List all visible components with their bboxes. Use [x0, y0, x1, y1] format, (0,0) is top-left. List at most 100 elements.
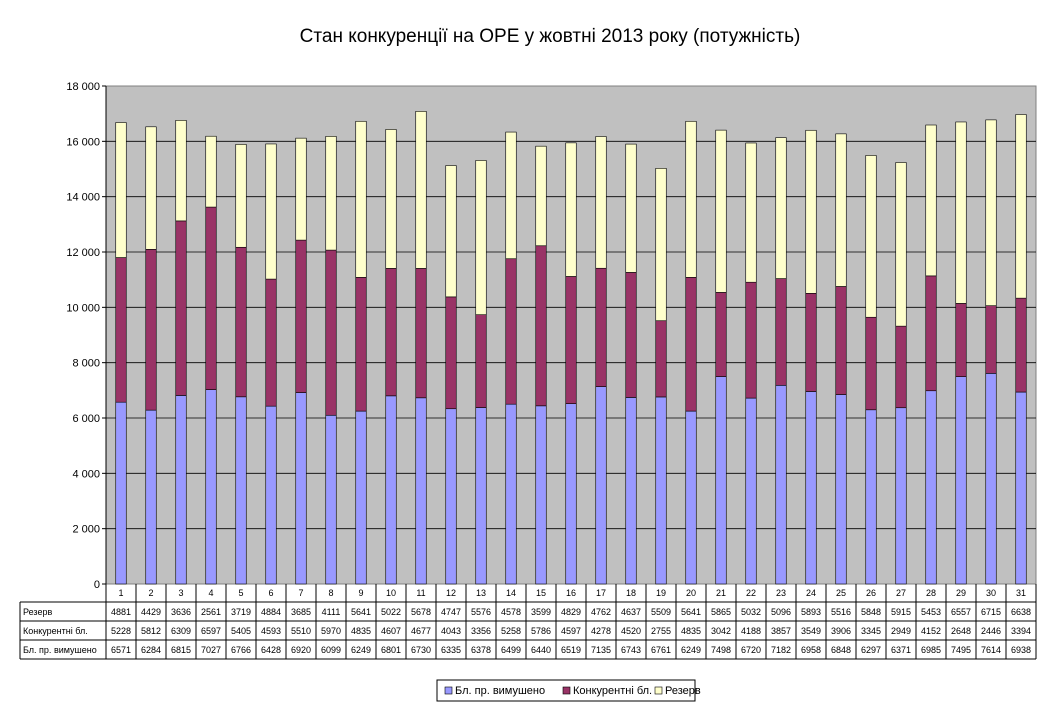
data-label: 4593: [261, 626, 281, 636]
y-tick-label: 18 000: [66, 81, 100, 93]
data-label: 3356: [471, 626, 491, 636]
data-label: 4597: [561, 626, 581, 636]
data-label: 7135: [591, 645, 611, 655]
data-label: 7614: [981, 645, 1001, 655]
bar-segment: [205, 389, 217, 585]
data-label: 6378: [471, 645, 491, 655]
data-label: 5096: [771, 607, 791, 617]
bar-segment: [835, 133, 847, 287]
bar-segment: [535, 405, 547, 585]
y-tick-label: 6 000: [72, 413, 100, 425]
bar-segment: [115, 257, 127, 403]
data-label: 4829: [561, 607, 581, 617]
bar-segment: [445, 165, 457, 298]
bar-segment: [475, 407, 487, 585]
bar-segment: [505, 258, 517, 405]
data-label: 3906: [831, 626, 851, 636]
data-label: 5509: [651, 607, 671, 617]
bar-segment: [385, 268, 397, 397]
data-label: 4429: [141, 607, 161, 617]
bar-segment: [355, 277, 367, 412]
bar-segment: [835, 394, 847, 585]
data-label: 2446: [981, 626, 1001, 636]
category-label: 3: [178, 588, 183, 598]
bar-segment: [685, 410, 697, 585]
data-label: 6309: [171, 626, 191, 636]
bar-segment: [565, 276, 577, 404]
bar-segment: [145, 249, 157, 411]
data-label: 6284: [141, 645, 161, 655]
data-label: 2949: [891, 626, 911, 636]
category-label: 2: [148, 588, 153, 598]
bar-segment: [955, 303, 967, 377]
category-label: 16: [566, 588, 576, 598]
bar-segment: [535, 145, 547, 247]
bar-segment: [115, 401, 127, 585]
chart-title: Стан конкуренції на ОРЕ у жовтні 2013 ро…: [299, 26, 801, 47]
data-label: 5812: [141, 626, 161, 636]
bar-segment: [265, 278, 277, 407]
table-row-label: Конкурентні бл.: [23, 626, 88, 636]
category-label: 13: [476, 588, 486, 598]
bar-segment: [925, 124, 937, 277]
data-label: 5865: [711, 607, 731, 617]
category-label: 19: [656, 588, 666, 598]
bar-segment: [715, 292, 727, 377]
data-label: 2561: [201, 607, 221, 617]
legend: Бл. пр. вимушено Конкурентні бл. Резерв: [436, 679, 701, 702]
bar-segment: [625, 143, 637, 273]
legend-swatch: [444, 686, 453, 695]
y-tick-label: 8 000: [72, 358, 100, 370]
category-label: 11: [416, 588, 425, 598]
data-label: 5032: [741, 607, 761, 617]
data-label: 6720: [741, 645, 761, 655]
data-label: 7027: [201, 645, 221, 655]
data-table: 1 2 3 4 5 6 7 8 9 10 11 12 13 14 15 16 17 18 19 20 21 22 23 24 2…: [19, 584, 1037, 660]
data-label: 4884: [261, 607, 281, 617]
data-label: 6801: [381, 645, 401, 655]
table-row-label: Бл. пр. вимушено: [23, 645, 97, 655]
data-label: 4520: [621, 626, 641, 636]
data-label: 4677: [411, 626, 431, 636]
bar-segment: [985, 305, 997, 374]
data-label: 6440: [531, 645, 551, 655]
bar-segment: [805, 129, 817, 294]
bar-segment: [355, 410, 367, 585]
data-label: 6557: [951, 607, 971, 617]
category-label: 24: [806, 588, 816, 598]
category-label: 30: [986, 588, 996, 598]
data-label: 5258: [501, 626, 521, 636]
bar-segment: [775, 137, 787, 279]
bar-segment: [205, 206, 217, 390]
category-label: 6: [268, 588, 273, 598]
bar-segment: [925, 275, 937, 392]
data-label: 5510: [291, 626, 311, 636]
category-label: 27: [896, 588, 906, 598]
bar-segment: [625, 397, 637, 585]
data-label: 6715: [981, 607, 1001, 617]
y-axis: 0 2 000 4 000 6 000 8 000 10 000 12 000 14 000 1…: [66, 81, 107, 591]
bar-segment: [475, 160, 487, 315]
data-label: 6920: [291, 645, 311, 655]
table-row-label: Резерв: [23, 607, 52, 617]
bar-segment: [325, 414, 337, 585]
data-label: 3719: [231, 607, 251, 617]
bar-segment: [205, 135, 217, 208]
data-label: 3599: [531, 607, 551, 617]
data-label: 5022: [381, 607, 401, 617]
data-label: 5893: [801, 607, 821, 617]
bar-segment: [955, 376, 967, 585]
data-label: 4637: [621, 607, 641, 617]
data-label: 5915: [891, 607, 911, 617]
y-tick-label: 0: [94, 579, 100, 591]
bar-segment: [385, 129, 397, 269]
data-label: 4578: [501, 607, 521, 617]
data-label: 5405: [231, 626, 251, 636]
data-label: 2648: [951, 626, 971, 636]
data-label: 5516: [831, 607, 851, 617]
data-label: 6815: [171, 645, 191, 655]
bar-segment: [265, 405, 277, 585]
data-label: 7495: [951, 645, 971, 655]
category-label: 14: [506, 588, 516, 598]
bar-segment: [985, 373, 997, 585]
